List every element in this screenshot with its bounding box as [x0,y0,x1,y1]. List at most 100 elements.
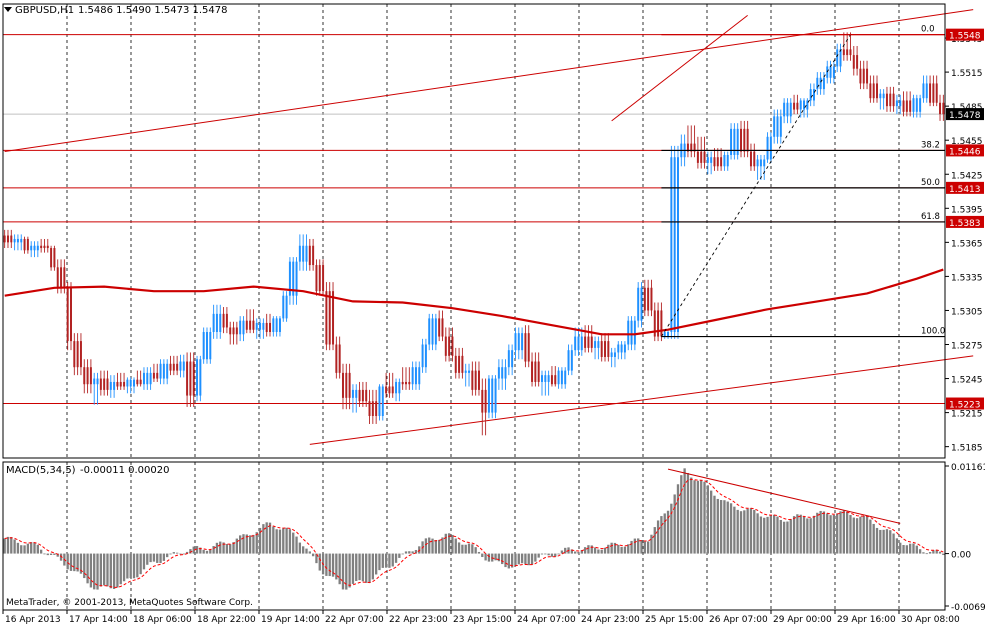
time-tick-label: 25 Apr 15:00 [645,615,704,625]
candle-body [773,116,776,137]
time-tick-label: 19 Apr 14:00 [261,615,320,625]
macd-histogram-bar [872,523,875,554]
candle-body [580,336,583,351]
macd-histogram-bar [156,553,159,563]
candle-body [212,313,215,333]
macd-histogram-bar [471,544,474,554]
candle-body [723,154,726,167]
macd-histogram-bar [680,475,683,554]
candle-body [451,336,454,356]
macd-histogram-bar [136,553,139,578]
candle-body [265,322,268,333]
macd-histogram-bar [13,539,16,554]
candle-body [338,344,341,373]
price-level-tag [946,397,984,410]
candle-body [610,352,613,357]
macd-histogram-bar [501,553,504,565]
macd-histogram-bar [789,519,792,554]
macd-histogram-bar [248,535,252,554]
time-axis-layer: 16 Apr 2013 17 Apr 14:00 18 Apr 06:00 18 Ap… [2,610,960,625]
candle-body [348,372,351,398]
macd-histogram-bar [524,553,527,565]
macd-histogram-bar [6,536,10,554]
macd-histogram-bar [10,537,13,554]
price-tick-label: 1.5185 [951,444,983,454]
macd-histogram-bar [116,553,119,588]
price-tick-label: 1.5515 [951,69,983,79]
candle-body [159,363,162,379]
price-tick-label: 1.5365 [951,239,983,249]
candle-body [16,238,19,243]
macd-histogram-bar [457,542,461,554]
macd-histogram-bar [225,543,229,554]
macd-histogram-bar [229,544,232,554]
candle-body [640,287,643,321]
candle-body [942,102,945,115]
macd-histogram-bar [660,516,663,554]
macd-histogram-bar [222,542,225,554]
candle-body [637,287,640,321]
candle-body [20,238,23,243]
candle-body [749,151,752,167]
macd-histogram-bar [892,533,895,554]
candle-body [789,102,792,117]
candle-body [371,401,374,417]
macd-histogram-bar [666,510,670,554]
macd-histogram-bar [481,553,484,558]
candle-body [315,265,318,292]
macd-histogram-bar [388,553,391,568]
candle-body [468,370,471,373]
macd-histogram-bar [199,547,202,554]
candle-body [534,361,537,382]
copyright-text: MetaTrader, © 2001-2013, MetaQuotes Soft… [6,598,253,608]
candle-body [40,245,43,249]
macd-histogram-bar [633,538,637,554]
current-price-tag [946,108,984,121]
candle-body [799,100,802,110]
macd-histogram-bar [510,553,514,568]
candle-body [849,49,852,56]
price-level-tag [946,181,984,194]
macd-histogram-bar [26,543,30,554]
candle-body [484,389,487,413]
macd-histogram-bar [172,552,175,554]
candle-body [716,157,719,167]
trendline [309,355,974,445]
fibonacci-level-label: 50.0 [921,178,940,188]
macd-histogram-bar [262,524,265,554]
macd-histogram-bar [882,529,885,554]
macd-histogram-bar [544,553,547,555]
candle-body [278,318,281,333]
candle-body [76,341,79,368]
candle-body [73,341,76,368]
candle-body [892,93,895,107]
candle-body [10,235,13,243]
macd-histogram-bar [590,545,593,554]
price-tick-label: 1.5455 [951,137,983,147]
macd-histogram-bar [398,553,401,558]
time-tick-label: 29 Apr 16:00 [837,615,896,625]
candle-body [368,401,371,417]
macd-histogram-bar [185,551,189,554]
macd-histogram-bar [802,516,806,554]
macd-histogram-bar [769,515,773,554]
candle-body [740,128,743,152]
candle-body [822,77,825,90]
macd-histogram-bar [272,526,275,554]
candle-body [939,102,942,115]
candle-body [793,102,796,110]
chart-header: GBPUSD,H1 1.5486 1.5490 1.5473 1.5478 [4,5,228,16]
candle-body [418,367,421,385]
candle-body [189,361,192,396]
candle-body [6,235,9,243]
triangle-down-icon[interactable] [4,7,12,12]
macd-histogram-bar [288,529,292,554]
macd-histogram-bar [96,553,99,590]
macd-histogram-bar [461,544,464,554]
candle-body [720,157,723,167]
time-tick-label: 16 Apr 2013 [5,615,61,625]
macd-histogram-bar [109,553,112,589]
macd-histogram-bar [487,553,491,562]
